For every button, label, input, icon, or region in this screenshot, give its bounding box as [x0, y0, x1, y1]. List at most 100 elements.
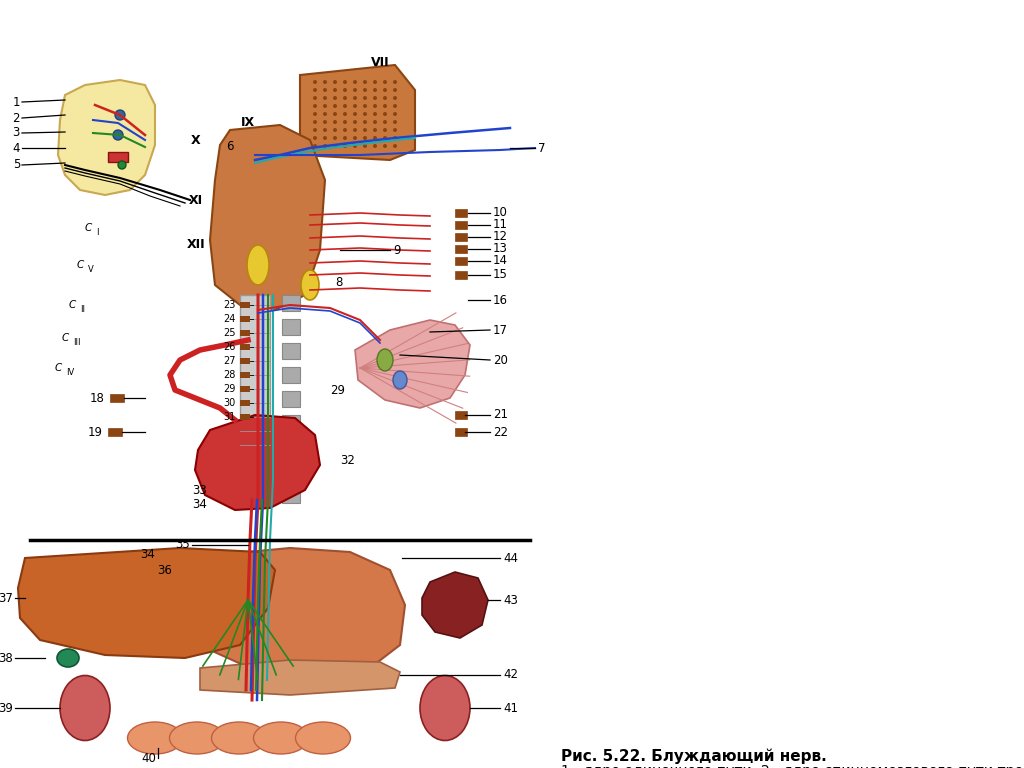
- Ellipse shape: [57, 649, 79, 667]
- Bar: [240, 344, 250, 350]
- Bar: [455, 221, 467, 229]
- Ellipse shape: [343, 80, 347, 84]
- Bar: [282, 367, 300, 383]
- Bar: [455, 233, 467, 241]
- Text: 34: 34: [140, 548, 156, 561]
- Bar: [240, 295, 270, 455]
- Text: XI: XI: [189, 194, 203, 207]
- Text: 39: 39: [0, 701, 13, 714]
- Ellipse shape: [420, 676, 470, 740]
- Text: VII: VII: [371, 55, 389, 68]
- Ellipse shape: [296, 722, 350, 754]
- Ellipse shape: [247, 245, 269, 285]
- Bar: [455, 411, 467, 419]
- Ellipse shape: [115, 110, 125, 120]
- Text: I: I: [96, 228, 98, 237]
- Bar: [240, 372, 250, 378]
- Ellipse shape: [373, 80, 377, 84]
- Polygon shape: [200, 660, 400, 695]
- Polygon shape: [190, 548, 406, 675]
- Ellipse shape: [393, 144, 397, 148]
- Text: 41: 41: [503, 701, 518, 714]
- Text: 42: 42: [503, 668, 518, 681]
- Ellipse shape: [362, 112, 367, 116]
- Ellipse shape: [323, 96, 327, 100]
- Polygon shape: [300, 65, 415, 160]
- Ellipse shape: [362, 136, 367, 140]
- Polygon shape: [195, 415, 319, 510]
- Ellipse shape: [313, 104, 317, 108]
- Bar: [282, 487, 300, 503]
- Text: XII: XII: [186, 239, 206, 251]
- Ellipse shape: [353, 144, 357, 148]
- Bar: [240, 400, 250, 406]
- Text: 23: 23: [223, 300, 236, 310]
- Ellipse shape: [353, 80, 357, 84]
- Ellipse shape: [373, 128, 377, 132]
- Ellipse shape: [362, 80, 367, 84]
- Ellipse shape: [313, 88, 317, 92]
- Text: 20: 20: [493, 353, 508, 366]
- Ellipse shape: [383, 120, 387, 124]
- Text: 11: 11: [493, 219, 508, 231]
- Ellipse shape: [333, 96, 337, 100]
- Ellipse shape: [362, 96, 367, 100]
- Ellipse shape: [393, 120, 397, 124]
- Ellipse shape: [313, 80, 317, 84]
- Polygon shape: [422, 572, 488, 638]
- Text: 6: 6: [226, 141, 233, 154]
- Ellipse shape: [333, 128, 337, 132]
- Ellipse shape: [313, 136, 317, 140]
- Text: 40: 40: [141, 752, 156, 764]
- Ellipse shape: [343, 144, 347, 148]
- Bar: [110, 394, 124, 402]
- Ellipse shape: [393, 88, 397, 92]
- Text: 10: 10: [493, 207, 508, 220]
- Text: 34: 34: [193, 498, 208, 511]
- Ellipse shape: [353, 136, 357, 140]
- Bar: [240, 386, 250, 392]
- Ellipse shape: [393, 371, 407, 389]
- Ellipse shape: [333, 104, 337, 108]
- Ellipse shape: [313, 120, 317, 124]
- Text: 29: 29: [223, 384, 236, 394]
- Text: 9: 9: [393, 243, 400, 257]
- Text: 12: 12: [493, 230, 508, 243]
- Ellipse shape: [301, 270, 319, 300]
- Bar: [240, 302, 250, 308]
- Text: 7: 7: [538, 141, 546, 154]
- Bar: [455, 209, 467, 217]
- Text: C: C: [69, 300, 76, 310]
- Text: 1: 1: [12, 95, 20, 108]
- Text: 44: 44: [503, 551, 518, 564]
- Ellipse shape: [343, 104, 347, 108]
- Ellipse shape: [333, 88, 337, 92]
- Ellipse shape: [353, 128, 357, 132]
- Ellipse shape: [383, 88, 387, 92]
- Ellipse shape: [170, 722, 224, 754]
- Text: 28: 28: [223, 370, 236, 380]
- Text: 29: 29: [330, 383, 345, 396]
- Bar: [240, 316, 250, 322]
- Text: 4: 4: [12, 141, 20, 154]
- Bar: [282, 391, 300, 407]
- Ellipse shape: [212, 722, 266, 754]
- Bar: [455, 245, 467, 253]
- Text: 17: 17: [493, 323, 508, 336]
- Ellipse shape: [353, 96, 357, 100]
- Ellipse shape: [333, 80, 337, 84]
- Ellipse shape: [373, 136, 377, 140]
- Text: X: X: [191, 134, 201, 147]
- Ellipse shape: [343, 120, 347, 124]
- Bar: [455, 257, 467, 265]
- Text: C: C: [54, 363, 61, 373]
- Text: 8: 8: [335, 276, 342, 290]
- Ellipse shape: [362, 88, 367, 92]
- Bar: [455, 271, 467, 279]
- Ellipse shape: [353, 112, 357, 116]
- Text: 24: 24: [223, 314, 236, 324]
- Ellipse shape: [343, 136, 347, 140]
- Bar: [240, 414, 250, 420]
- Text: 35: 35: [175, 538, 190, 551]
- Text: 15: 15: [493, 269, 508, 282]
